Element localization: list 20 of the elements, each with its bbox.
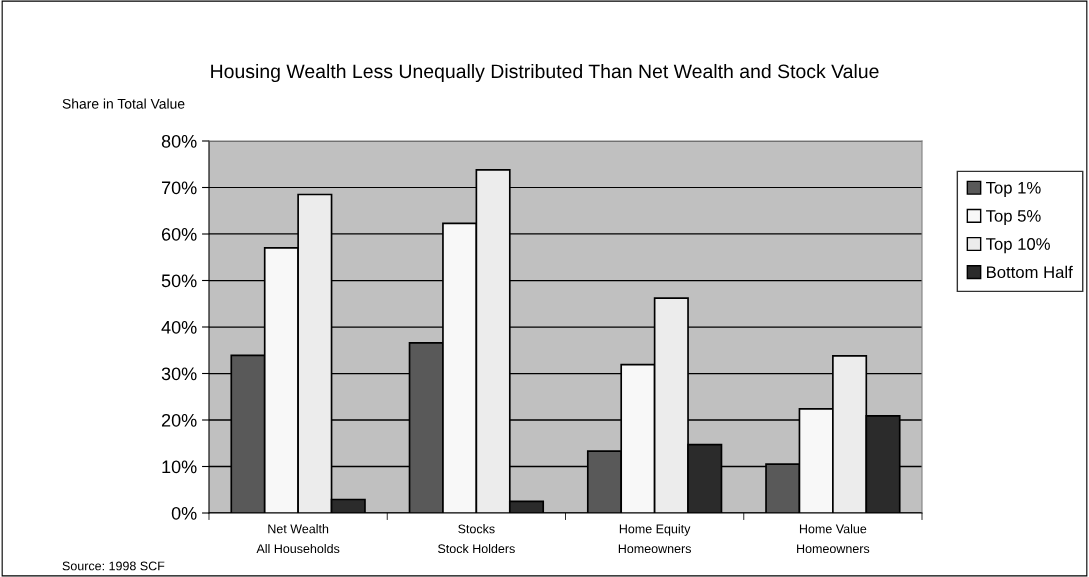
y-tick-label: 70%	[161, 181, 197, 195]
legend-label: Bottom Half	[987, 265, 1073, 279]
legend-label: Top 1%	[986, 181, 1041, 197]
y-tick-label: 80%	[161, 134, 197, 148]
legend-label: Top 10%	[986, 238, 1050, 254]
y-tick-label: 50%	[161, 274, 197, 288]
x-tick-label: Stocks Stock Holders	[438, 524, 515, 554]
y-tick-label: 30%	[161, 367, 197, 381]
legend-label: Top 5%	[986, 210, 1041, 226]
x-tick-label: Home Equity Homeowners	[618, 524, 691, 554]
x-tick-label: Home Value Homeowners	[797, 524, 870, 554]
y-tick-label: 20%	[161, 413, 197, 427]
source-note: Source: 1998 SCF	[62, 561, 165, 571]
y-tick-label: 0%	[171, 506, 197, 520]
y-tick-label: 10%	[162, 460, 197, 474]
x-tick-label: Net Wealth All Households	[256, 524, 340, 554]
y-tick-label: 60%	[161, 227, 197, 241]
y-axis-title: Share in Total Value	[62, 98, 185, 109]
chart-title: Housing Wealth Less Unequally Distributed Than Net Wealth and Stock Value	[211, 63, 879, 83]
y-tick-label: 40%	[161, 320, 197, 334]
